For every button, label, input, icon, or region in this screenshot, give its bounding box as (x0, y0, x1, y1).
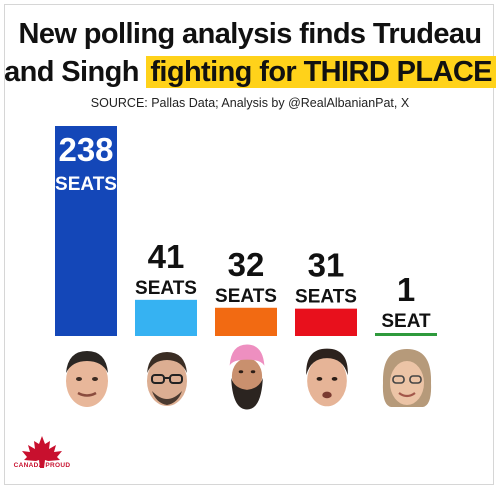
face-icon-orange (229, 344, 265, 410)
canada-proud-logo-text: CANADA PROUD (13, 462, 71, 469)
face-icon-green (382, 349, 432, 407)
bar-2 (135, 299, 197, 336)
bar-5 (375, 333, 437, 336)
bar-value-label-2: 41 (148, 238, 185, 275)
headline-line-2-start: and Singh (4, 56, 139, 88)
bar-1 (55, 126, 117, 336)
bar-value-label-3: 32 (228, 246, 265, 283)
bar-unit-label-4: SEATS (295, 287, 357, 308)
face-icon-red (306, 348, 348, 407)
bar-value-label-4: 31 (308, 247, 345, 284)
bar-value-label-5: 1 (397, 271, 415, 308)
headline-highlight: fighting for THIRD PLACE (146, 56, 496, 88)
face-icon-lightblue (147, 352, 187, 406)
bar-value-label-1: 238 (58, 131, 113, 168)
headline-line-2: and Singh fighting for THIRD PLACE (0, 55, 500, 89)
maple-leaf-icon (22, 436, 62, 468)
source-line: SOURCE: Pallas Data; Analysis by @RealAl… (90, 96, 410, 110)
bar-unit-label-5: SEAT (381, 311, 431, 332)
bar-unit-label-2: SEATS (135, 278, 197, 299)
bar-unit-label-3: SEATS (215, 286, 277, 307)
face-icon-blue (66, 351, 108, 407)
bar-4 (295, 308, 357, 336)
bar-unit-label-1: SEATS (55, 174, 117, 195)
bar-3 (215, 307, 277, 336)
headline-line-1: New polling analysis finds Trudeau (18, 18, 482, 50)
image-frame (4, 4, 494, 485)
